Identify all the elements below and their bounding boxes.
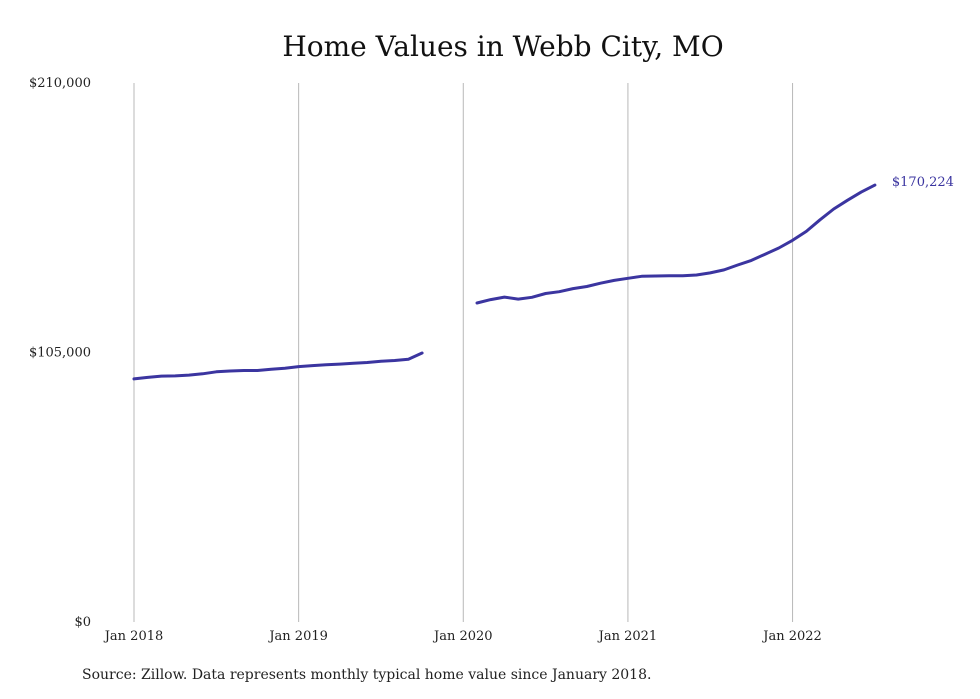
x-tick-label: Jan 2021	[597, 629, 658, 644]
x-tick-label: Jan 2018	[103, 629, 164, 644]
series-line	[132, 351, 424, 381]
series-line	[475, 183, 877, 305]
x-tick-label: Jan 2020	[432, 629, 493, 644]
chart-title: Home Values in Webb City, MO	[282, 30, 724, 63]
source-note: Source: Zillow. Data represents monthly …	[82, 667, 652, 683]
x-tick-label: Jan 2019	[267, 629, 328, 644]
y-tick-label: $0	[74, 615, 91, 630]
y-tick-label: $105,000	[29, 346, 91, 361]
x-tick-label: Jan 2022	[761, 629, 822, 644]
end-value-label: $170,224	[892, 175, 954, 190]
y-tick-label: $210,000	[29, 76, 91, 91]
